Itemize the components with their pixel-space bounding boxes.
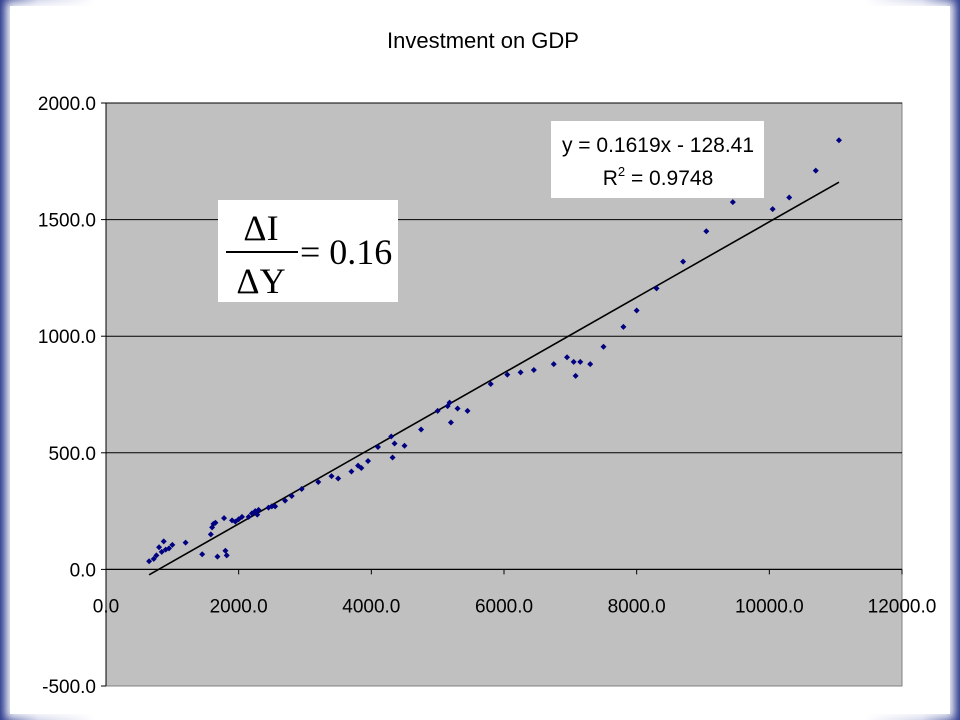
data-point [150,555,157,562]
data-point [282,497,289,504]
data-point [530,367,537,374]
data-point [389,454,396,461]
data-point [633,307,640,314]
data-point [254,511,261,518]
data-point [550,361,557,368]
data-point [577,358,584,365]
x-tick-label: 4000.0 [342,596,400,617]
data-point [517,369,524,376]
data-point [335,475,342,482]
data-point [255,506,262,513]
data-point [207,531,214,538]
data-point [812,167,819,174]
y-tick-label: 500.0 [48,444,96,465]
data-point [446,399,453,406]
y-tick-label: -500.0 [42,677,96,698]
data-point [298,485,305,492]
data-points [146,137,842,565]
y-tick-label: 1000.0 [38,327,96,348]
axes [101,102,903,687]
data-point [222,547,229,554]
data-point [504,371,511,378]
data-point [153,552,160,559]
data-point [223,552,230,559]
data-point [169,541,176,548]
data-point [487,381,494,388]
data-point [272,503,279,510]
data-point [600,343,607,350]
x-tick-label: 10000.0 [735,596,804,617]
data-point [447,419,454,426]
y-tick-label: 2000.0 [38,94,96,115]
data-point [418,426,425,433]
data-point [158,548,165,555]
data-point [570,358,577,365]
data-point [238,513,245,520]
trendline-r-squared: R2 = 0.9748 [603,164,714,190]
trendline-equation-box: y = 0.1619x - 128.41 R2 = 0.9748 [551,121,764,198]
y-tick-label: 0.0 [70,560,96,581]
data-point [245,513,252,520]
data-point [156,544,163,551]
slope-annotation: ΔI ΔY = 0.16 [218,200,398,302]
trendline-equation: y = 0.1619x - 128.41 [562,134,754,157]
x-tick-label: 2000.0 [210,596,268,617]
chart-title: Investment on GDP [387,28,579,53]
fraction-numerator: ΔI [243,208,278,248]
data-point [221,515,228,522]
x-tick-label: 6000.0 [475,596,533,617]
data-point [620,323,627,330]
fraction-result: = 0.16 [300,232,392,272]
fraction-denominator: ΔY [236,261,285,301]
trendline [148,181,840,576]
x-tick-label: 0.0 [93,596,119,617]
x-tick-labels: 0.0 2000.0 4000.0 6000.0 8000.0 10000.0 12000.… [93,596,937,617]
data-point [214,553,221,560]
data-point [653,285,660,292]
data-point [212,519,219,526]
y-tick-label: 1500.0 [38,211,96,232]
y-tick-labels: 2000.0 1500.0 1000.0 500.0 0.0 -500.0 [38,94,96,698]
data-point [166,545,173,552]
data-point [454,405,461,412]
x-tick-label: 8000.0 [608,596,666,617]
data-point [786,194,793,201]
data-point [564,354,571,361]
data-point [391,440,398,447]
data-point [358,464,365,471]
data-point [388,433,395,440]
data-point [315,478,322,485]
data-point [365,457,372,464]
data-point [160,538,167,545]
data-point [288,492,295,499]
data-point [199,551,206,558]
data-point [680,258,687,265]
data-point [587,361,594,368]
data-point [729,199,736,206]
data-point [268,503,275,510]
data-point [146,558,153,565]
data-point [401,442,408,449]
data-point [348,468,355,475]
x-tick-label: 12000.0 [868,596,937,617]
data-point [835,137,842,144]
data-point [769,206,776,213]
data-point [703,228,710,235]
data-point [328,473,335,480]
data-point [182,539,189,546]
data-point [374,443,381,450]
data-point [572,372,579,379]
data-point [434,407,441,414]
data-point [464,407,471,414]
